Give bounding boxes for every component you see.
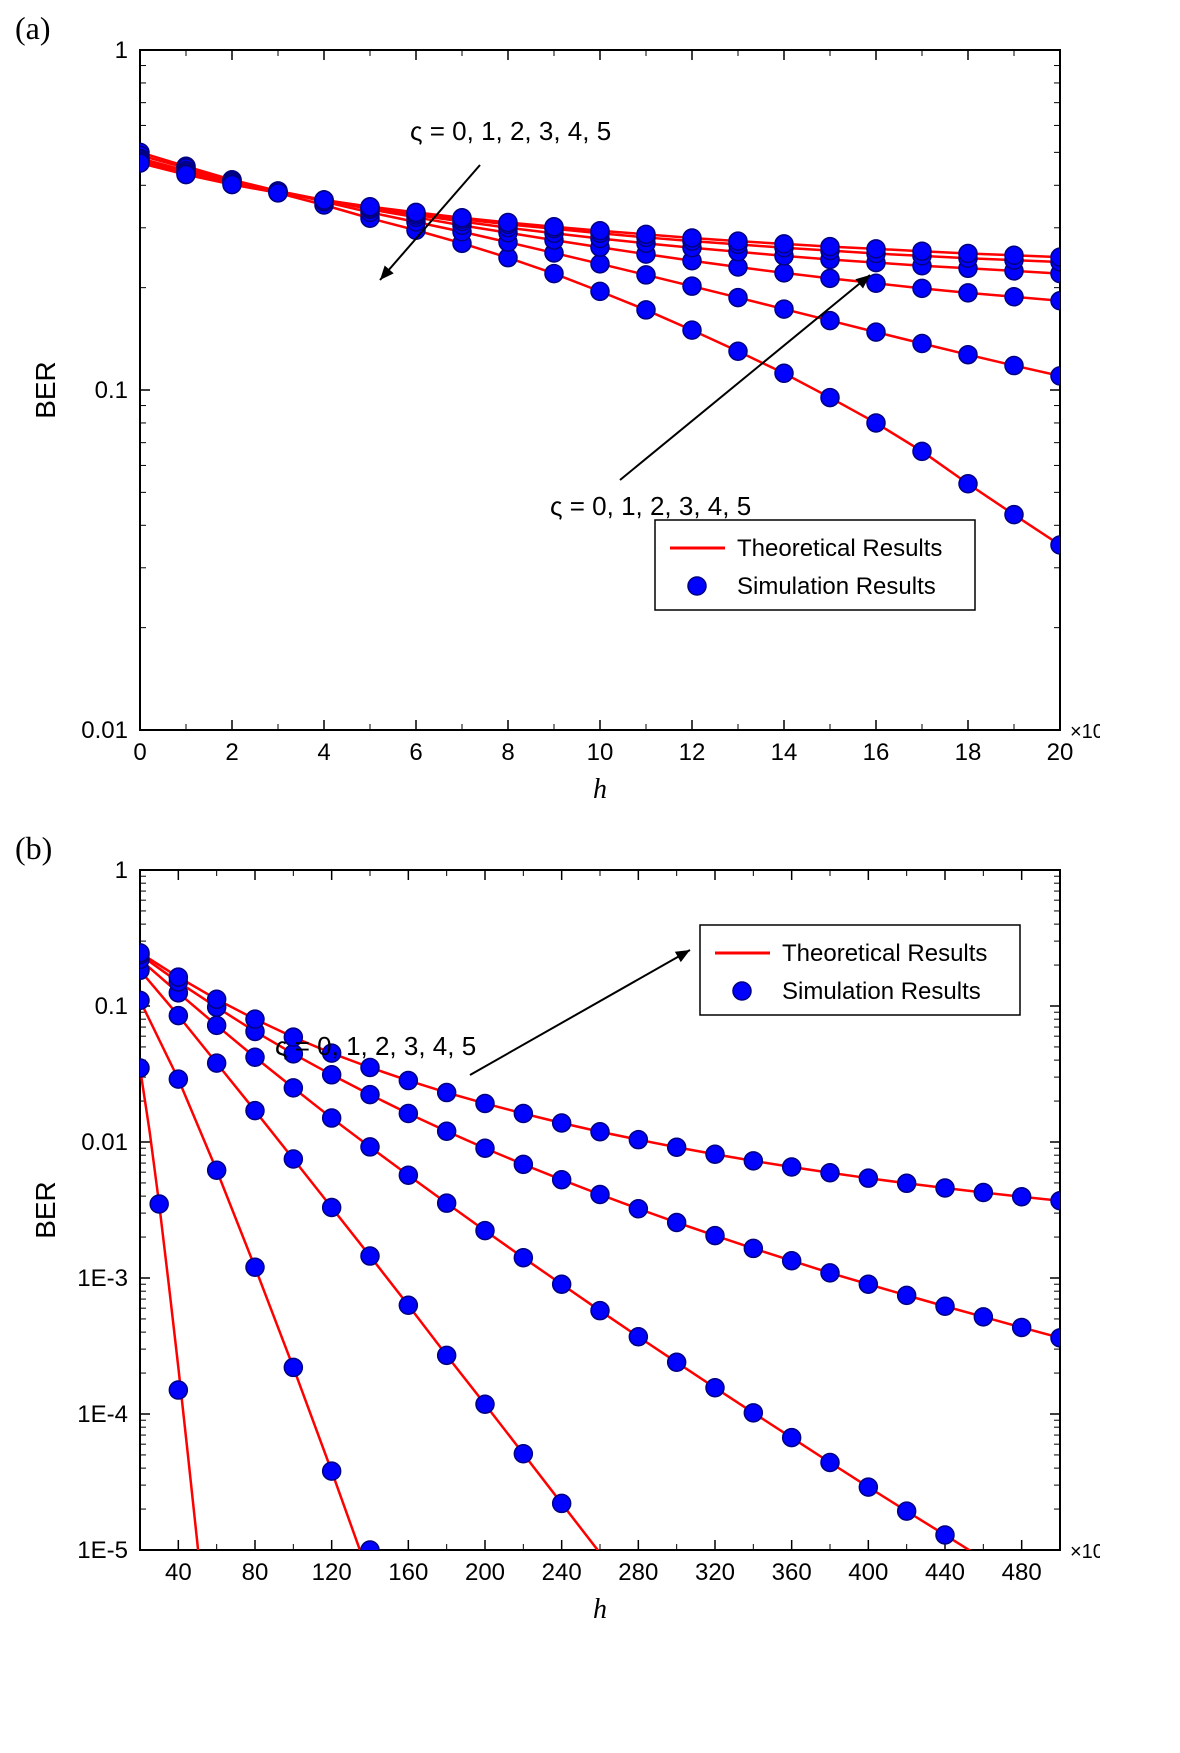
svg-text:400: 400 bbox=[848, 1559, 888, 1586]
svg-text:ς = 0, 1, 2, 3, 4, 5: ς = 0, 1, 2, 3, 4, 5 bbox=[550, 491, 751, 521]
svg-text:320: 320 bbox=[695, 1559, 735, 1586]
svg-text:360: 360 bbox=[772, 1559, 812, 1586]
svg-text:80: 80 bbox=[242, 1559, 269, 1586]
svg-text:Theoretical Results: Theoretical Results bbox=[737, 535, 942, 562]
svg-text:0.1: 0.1 bbox=[95, 993, 128, 1020]
svg-text:×10⁻⁶: ×10⁻⁶ bbox=[1070, 1541, 1100, 1563]
svg-text:Simulation Results: Simulation Results bbox=[737, 573, 936, 600]
svg-text:480: 480 bbox=[1002, 1559, 1042, 1586]
svg-text:×10⁻⁶: ×10⁻⁶ bbox=[1070, 721, 1100, 743]
svg-text:0.01: 0.01 bbox=[81, 1129, 128, 1156]
svg-text:14: 14 bbox=[771, 739, 798, 766]
svg-text:BER: BER bbox=[30, 361, 61, 419]
svg-text:ς = 0, 1, 2, 3, 4, 5: ς = 0, 1, 2, 3, 4, 5 bbox=[410, 116, 611, 146]
svg-text:200: 200 bbox=[465, 1559, 505, 1586]
svg-text:12: 12 bbox=[679, 739, 706, 766]
panel-a: (a) 024681012141618200.010.11hBER×10⁻⁶ς … bbox=[20, 20, 1160, 800]
svg-text:40: 40 bbox=[165, 1559, 192, 1586]
svg-text:6: 6 bbox=[409, 739, 422, 766]
svg-text:1E-5: 1E-5 bbox=[77, 1537, 128, 1564]
svg-text:10: 10 bbox=[587, 739, 614, 766]
svg-text:1E-3: 1E-3 bbox=[77, 1265, 128, 1292]
svg-text:16: 16 bbox=[863, 739, 890, 766]
svg-text:0.01: 0.01 bbox=[81, 717, 128, 744]
svg-text:440: 440 bbox=[925, 1559, 965, 1586]
svg-text:240: 240 bbox=[542, 1559, 582, 1586]
svg-text:1: 1 bbox=[115, 857, 128, 884]
svg-text:1E-4: 1E-4 bbox=[77, 1401, 128, 1428]
svg-text:20: 20 bbox=[1047, 739, 1074, 766]
svg-text:4: 4 bbox=[317, 739, 330, 766]
svg-text:0.1: 0.1 bbox=[95, 377, 128, 404]
svg-text:ς = 0, 1, 2, 3, 4, 5: ς = 0, 1, 2, 3, 4, 5 bbox=[275, 1031, 476, 1061]
svg-text:1: 1 bbox=[115, 37, 128, 64]
chart-a: 0 2 4 6 8 10 12 14 16 18 20 0.01 0.1 1 h BER ×10⁻⁶ ς = 0,… bbox=[20, 20, 1100, 800]
svg-text:0: 0 bbox=[133, 739, 146, 766]
svg-text:h: h bbox=[593, 774, 607, 800]
svg-text:280: 280 bbox=[618, 1559, 658, 1586]
svg-text:h: h bbox=[593, 1594, 607, 1620]
figure-container: (a) 024681012141618200.010.11hBER×10⁻⁶ς … bbox=[20, 20, 1160, 1620]
svg-text:18: 18 bbox=[955, 739, 982, 766]
svg-text:2: 2 bbox=[225, 739, 238, 766]
svg-text:Theoretical Results: Theoretical Results bbox=[782, 940, 987, 967]
svg-text:120: 120 bbox=[312, 1559, 352, 1586]
svg-text:BER: BER bbox=[30, 1181, 61, 1239]
panel-b-label: (b) bbox=[15, 830, 52, 867]
svg-text:160: 160 bbox=[388, 1559, 428, 1586]
panel-a-label: (a) bbox=[15, 10, 51, 47]
panel-b: (b) 40801201602002402803203604004404801E… bbox=[20, 840, 1160, 1620]
chart-b: 40 80 120 160 200 240 280 320 360 400 440 480 1E-5 1E… bbox=[20, 840, 1100, 1620]
svg-text:Simulation Results: Simulation Results bbox=[782, 978, 981, 1005]
svg-text:8: 8 bbox=[501, 739, 514, 766]
